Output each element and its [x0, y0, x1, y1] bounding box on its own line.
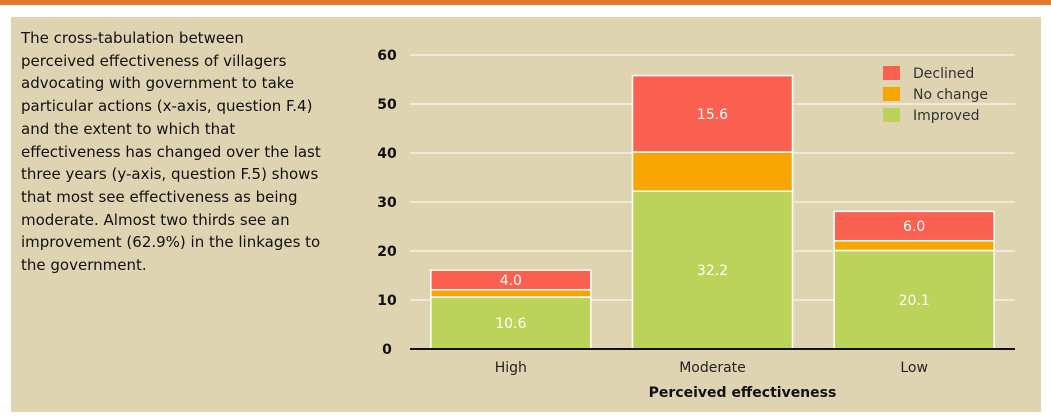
y-tick-label: 60: [377, 48, 397, 64]
caption-text: The cross-tabulation between perceived e…: [21, 29, 321, 275]
data-label: 15.6: [697, 107, 728, 123]
data-label: 20.1: [899, 293, 930, 309]
bar-segment-declined: [833, 210, 995, 242]
x-axis-title: Perceived effectiveness: [649, 385, 837, 401]
top-accent-rule: [0, 0, 1051, 5]
data-label: 4.0: [500, 273, 522, 289]
y-tick-label: 30: [377, 195, 397, 211]
y-tick-label: 40: [377, 146, 397, 162]
x-category-label: Moderate: [679, 360, 746, 376]
x-category-label: High: [495, 360, 527, 376]
y-tick-label: 20: [377, 244, 397, 260]
y-tick-label: 0: [382, 342, 392, 358]
stacked-bar-chart: 0 10 20 30 40 50 60 10.6 4.0 High 32.2 15.6 Moderate…: [377, 48, 1015, 401]
bar-segment-declined: [631, 74, 794, 153]
data-label: 10.6: [495, 316, 526, 332]
data-label: 32.2: [697, 263, 728, 279]
legend-swatch-declined: [883, 66, 900, 80]
legend-swatch-no-change: [883, 87, 900, 101]
x-category-label: Low: [900, 360, 928, 376]
legend-label: Declined: [913, 66, 974, 82]
bar-segment-declined: [430, 269, 592, 291]
legend-label: No change: [913, 87, 988, 103]
legend-label: Improved: [913, 108, 979, 124]
y-tick-label: 50: [377, 97, 397, 113]
legend-swatch-improved: [883, 108, 900, 122]
bar-segment-improved: [631, 190, 794, 350]
data-label: 6.0: [903, 219, 925, 235]
bar-segment-no-change: [631, 151, 794, 192]
bar-segment-no-change: [833, 239, 995, 252]
bar-segment-no-change: [430, 288, 592, 298]
bar-segment-improved: [430, 296, 592, 350]
y-tick-label: 10: [377, 293, 397, 309]
